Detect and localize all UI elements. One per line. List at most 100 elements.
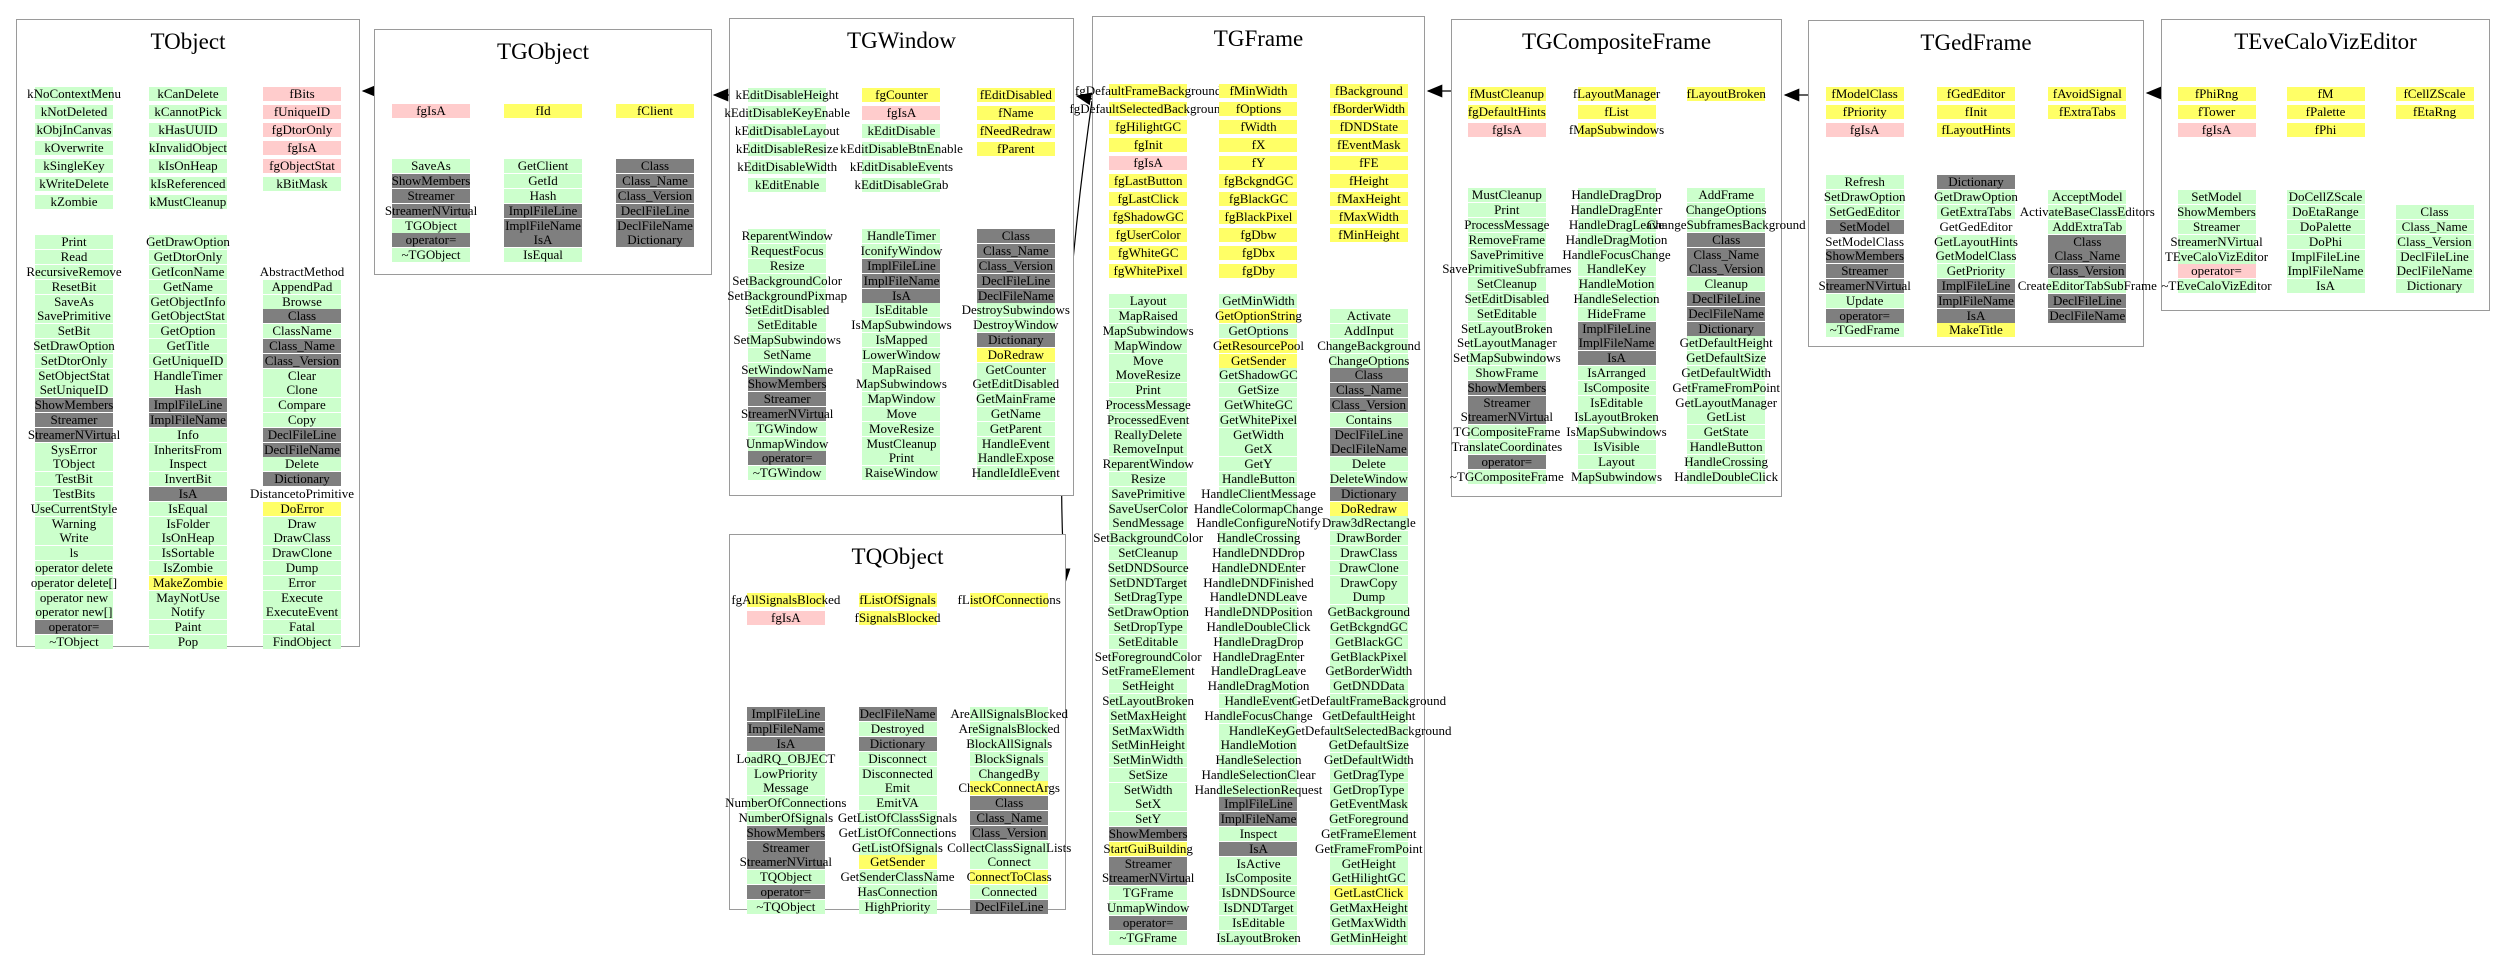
method-item[interactable]: GetModelClass [1935,248,2017,264]
method-item[interactable]: Clone [263,383,341,398]
method-item[interactable]: SysError [35,442,113,457]
member-item[interactable]: fX [1219,138,1298,152]
method-item[interactable]: Class_Name [970,810,1049,825]
method-item[interactable]: SaveUserColor [1108,500,1188,516]
method-item[interactable]: Hash [504,188,582,203]
method-item[interactable]: DoPhi [2286,234,2365,249]
method-item[interactable]: HandleDNDEnter [1211,559,1306,575]
method-item[interactable]: Move [862,406,941,421]
method-item[interactable]: IsA [1936,308,2015,323]
member-item[interactable]: fPalette [2286,105,2365,119]
member-item[interactable]: fgIsA [1109,156,1188,170]
method-item[interactable]: GetPriority [1936,264,2015,279]
member-item[interactable]: fClient [616,104,694,118]
method-item[interactable]: ClassName [263,324,341,339]
method-item[interactable]: GetCounter [976,362,1055,377]
method-item[interactable]: DrawClass [1329,545,1408,560]
method-item[interactable]: GetBackground [1327,604,1410,620]
method-item[interactable]: StreamerNVirtual [740,405,834,421]
method-item[interactable]: HandleColormapChange [1193,500,1324,516]
method-item[interactable]: ReparentWindow [1102,456,1194,472]
method-item[interactable]: HandleTimer [149,368,227,383]
method-item[interactable]: GetBlackGC [1329,634,1408,649]
member-item[interactable]: fgUserColor [1109,228,1188,242]
member-item[interactable]: fgBlackGC [1219,192,1298,206]
member-item[interactable]: fExtraTabs [2048,105,2127,119]
member-item[interactable]: fgAllSignalsBlocked [731,592,841,607]
method-item[interactable]: TObject [35,457,113,472]
member-item[interactable]: fBorderWidth [1329,102,1408,116]
method-item[interactable]: Print [862,451,941,466]
member-item[interactable]: kEditDisableResize [735,141,839,156]
member-item[interactable]: fParent [976,142,1055,156]
method-item[interactable]: TGFrame [1109,886,1188,901]
member-item[interactable]: fPhi [2286,123,2365,137]
method-item[interactable]: HandleButton [1687,439,1766,454]
method-item[interactable]: GetEventMask [1329,796,1408,812]
method-item[interactable]: IsA [1577,351,1656,366]
method-item[interactable]: ~TEveCaloVizEditor [2161,278,2272,294]
method-item[interactable]: Execute [263,590,341,605]
method-item[interactable]: Move [1109,353,1188,368]
method-item[interactable]: SetGedEditor [1825,204,1904,219]
method-item[interactable]: Class_Version [263,352,341,368]
member-item[interactable]: kNotDeleted [35,105,113,119]
method-item[interactable]: RemoveInput [1109,442,1188,457]
member-item[interactable]: fgDbx [1219,246,1298,260]
method-item[interactable]: Browse [263,294,341,309]
method-item[interactable]: Pop [149,634,227,649]
method-item[interactable]: Class_Name [616,174,694,189]
member-item[interactable]: fgCounter [862,88,941,102]
method-item[interactable]: ImplFileName [862,272,941,288]
method-item[interactable]: GetIconName [149,264,227,279]
method-item[interactable]: DeclFileName [2048,307,2127,323]
method-item[interactable]: GetSize [1219,383,1298,398]
method-item[interactable]: SendMessage [1109,516,1188,531]
method-item[interactable]: HandleDoubleClick [1674,468,1779,484]
method-item[interactable]: HandleTimer [862,229,941,244]
method-item[interactable]: GetSenderClassName [840,869,955,885]
method-item[interactable]: NumberOfConnections [725,795,847,811]
method-item[interactable]: GetMinHeight [1329,929,1408,945]
member-item[interactable]: fList [1577,105,1656,119]
method-item[interactable]: HandleDNDDrop [1212,544,1305,560]
method-item[interactable]: GetBckgndGC [1329,618,1408,634]
member-item[interactable]: fMinHeight [1329,228,1408,242]
member-item[interactable]: kEditDisableLayout [734,123,840,138]
method-item[interactable]: Dictionary [616,233,694,248]
class-title[interactable]: TEveCaloVizEditor [2234,29,2417,54]
method-item[interactable]: MustCleanup [1467,188,1546,203]
method-item[interactable]: Class_Name [2048,249,2127,264]
method-item[interactable]: IsVisible [1577,439,1656,454]
member-item[interactable]: fDNDState [1329,120,1408,134]
method-item[interactable]: SetMinHeight [1109,738,1188,753]
method-item[interactable]: GetEditDisabled [972,376,1060,392]
method-item[interactable]: MapRaised [1109,309,1188,324]
method-item[interactable]: Class_Version [976,257,1055,273]
member-item[interactable]: fY [1219,156,1298,170]
method-item[interactable]: GetDropType [1329,782,1408,797]
member-item[interactable]: fPhiRng [2177,87,2256,101]
method-item[interactable]: Class [1329,368,1408,383]
method-item[interactable]: ~TGCompositeFrame [1449,468,1564,484]
method-item[interactable]: GetResourcePool [1213,337,1304,353]
method-item[interactable]: Class_Name [263,338,341,353]
method-item[interactable]: HandleMotion [1577,276,1656,292]
method-item[interactable]: InheritsFrom [149,442,227,457]
method-item[interactable]: ~TGFrame [1109,930,1188,945]
method-item[interactable]: ImplFileLine [1577,321,1656,336]
method-item[interactable]: UnmapWindow [1106,900,1190,916]
method-item[interactable]: AreAllSignalsBlocked [950,706,1069,722]
method-item[interactable]: IsMapped [862,332,941,347]
method-item[interactable]: GetDefaultHeight [1322,707,1416,723]
member-item[interactable]: fgWhitePixel [1109,264,1188,278]
method-item[interactable]: AddFrame [1687,188,1766,203]
method-item[interactable]: DeclFileLine [263,427,341,442]
method-item[interactable]: GetName [149,279,227,294]
method-item[interactable]: StreamerNVirtual [27,426,121,442]
method-item[interactable]: DoRedraw [976,347,1055,362]
member-item[interactable]: fgIsA [1467,123,1546,137]
member-item[interactable]: fgObjectStat [263,159,341,173]
method-item[interactable]: operator new[] [35,604,113,620]
member-item[interactable]: kEditDisableEvents [849,159,954,174]
